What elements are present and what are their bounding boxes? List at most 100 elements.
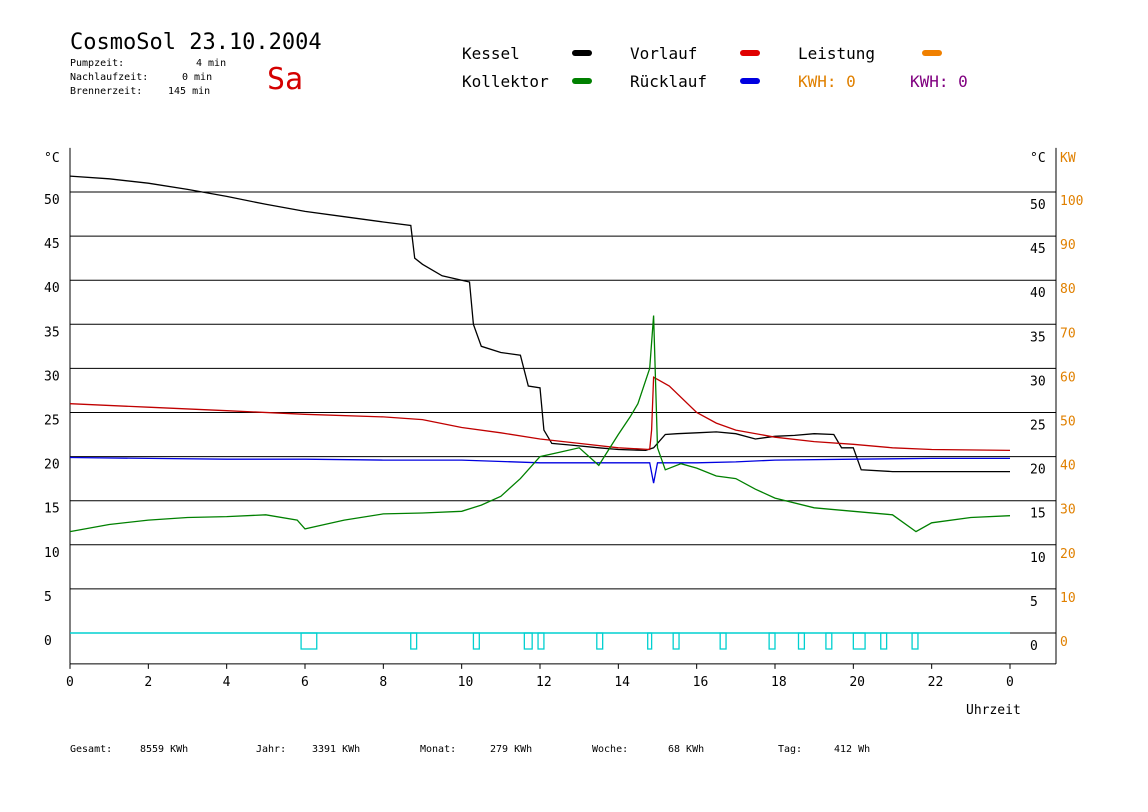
page-title: CosmoSol 23.10.2004	[70, 30, 322, 55]
pump-segment	[768, 632, 776, 650]
x-axis-label: Uhrzeit	[966, 703, 1021, 718]
kw-tick-label: 90	[1060, 238, 1076, 253]
y-tick-label-right: 50	[1030, 198, 1046, 213]
x-tick-label: 6	[301, 675, 309, 690]
pump-segment	[596, 632, 604, 650]
footer-value: 8559 KWh	[140, 744, 189, 755]
y-tick-label-left: 30	[44, 369, 60, 384]
legend-swatch-ruecklauf	[740, 78, 760, 84]
stat-value: 4 min	[196, 58, 227, 69]
footer-value: 3391 KWh	[312, 744, 361, 755]
y-tick-label-left: 50	[44, 193, 60, 208]
x-tick-label: 8	[379, 675, 387, 690]
legend-swatch-kollektor	[572, 78, 592, 84]
y-tick-label-right: 10	[1030, 551, 1046, 566]
footer-label: Gesamt:	[70, 744, 113, 755]
y-tick-label-right: 20	[1030, 463, 1046, 478]
stat-label: Pumpzeit:	[70, 58, 125, 69]
kw-tick-label: 60	[1060, 370, 1076, 385]
x-tick-label: 14	[614, 675, 630, 690]
footer-value: 279 KWh	[490, 744, 533, 755]
x-tick-label: 4	[223, 675, 231, 690]
series-line-ruecklauf	[69, 456, 1010, 484]
kw-tick-label: 40	[1060, 459, 1076, 474]
series-line-vorlauf	[69, 376, 1011, 452]
pump-segment	[647, 632, 653, 650]
y-tick-label-right: 25	[1030, 419, 1046, 434]
x-tick-label: 12	[536, 675, 552, 690]
stat-value: 145 min	[168, 86, 211, 97]
legend-swatch-leistung	[922, 50, 942, 56]
footer-label: Monat:	[420, 744, 457, 755]
pump-segment	[911, 632, 919, 650]
kw-tick-label: 80	[1060, 282, 1076, 297]
y-tick-label-right: 0	[1030, 639, 1038, 654]
y-tick-label-right: 15	[1030, 507, 1046, 522]
y-tick-label-left: 15	[44, 502, 60, 517]
legend-label-ruecklauf: Rücklauf	[630, 72, 708, 91]
y-tick-label-right: 5	[1030, 595, 1038, 610]
kw-tick-label: 50	[1060, 415, 1076, 430]
pump-segment	[852, 632, 866, 650]
y-tick-label-left: 35	[44, 325, 60, 340]
kw-tick-label: 70	[1060, 326, 1076, 341]
y-tick-label-right: 45	[1030, 242, 1046, 257]
series-line-kessel	[69, 175, 1010, 473]
pump-segment	[825, 632, 833, 650]
day-label: Sa	[267, 62, 304, 97]
y-axis-label-right: °C	[1030, 151, 1046, 166]
y-tick-label-right: 30	[1030, 374, 1046, 389]
x-tick-label: 0	[66, 675, 74, 690]
kw-tick-label: 30	[1060, 503, 1076, 518]
x-tick-label: 2	[144, 675, 152, 690]
legend-label-vorlauf: Vorlauf	[630, 44, 698, 63]
kw-tick-label: 20	[1060, 547, 1076, 562]
y-tick-label-left: 40	[44, 281, 60, 296]
pump-segment	[719, 632, 727, 650]
kw-tick-label: 10	[1060, 591, 1076, 606]
x-tick-label: 0	[1006, 675, 1014, 690]
legend-label-kollektor: Kollektor	[462, 72, 549, 91]
y-tick-label-left: 25	[44, 414, 60, 429]
y-axis-label-left: °C	[44, 151, 60, 166]
pump-segment	[797, 632, 806, 650]
pump-segment	[672, 632, 680, 650]
y-tick-label-left: 45	[44, 237, 60, 252]
kw-tick-label: 0	[1060, 635, 1068, 650]
footer-label: Woche:	[592, 744, 629, 755]
x-tick-label: 22	[928, 675, 944, 690]
footer-label: Tag:	[778, 744, 803, 755]
footer-value: 412 Wh	[834, 744, 871, 755]
pump-segment	[472, 632, 480, 650]
x-tick-label: 10	[458, 675, 474, 690]
y-tick-label-left: 10	[44, 546, 60, 561]
pump-segment	[300, 632, 318, 650]
footer-value: 68 KWh	[668, 744, 705, 755]
y-tick-label-left: 0	[44, 634, 52, 649]
series-line-kollektor	[69, 315, 1011, 533]
legend-label-kessel: Kessel	[462, 44, 520, 63]
y-axis-label-kw: KW	[1060, 151, 1076, 166]
footer-label: Jahr:	[256, 744, 287, 755]
y-tick-label-right: 35	[1030, 330, 1046, 345]
kw-tick-label: 100	[1060, 194, 1083, 209]
legend-label-leistung: Leistung	[798, 44, 876, 63]
stat-label: Nachlaufzeit:	[70, 72, 149, 83]
legend-kwh-2: KWH: 0	[910, 72, 968, 91]
x-tick-label: 20	[849, 675, 865, 690]
y-tick-label-left: 20	[44, 458, 60, 473]
stat-label: Brennerzeit:	[70, 86, 143, 97]
pump-segment	[880, 632, 888, 650]
pump-segment	[523, 632, 533, 650]
x-tick-label: 18	[771, 675, 787, 690]
stat-value: 0 min	[182, 72, 213, 83]
pump-segment	[410, 632, 418, 650]
x-tick-label: 16	[693, 675, 709, 690]
y-tick-label-right: 40	[1030, 286, 1046, 301]
legend-kwh-1: KWH: 0	[798, 72, 856, 91]
pump-segment	[537, 632, 545, 650]
y-tick-label-left: 5	[44, 590, 52, 605]
legend-swatch-kessel	[572, 50, 592, 56]
legend-swatch-vorlauf	[740, 50, 760, 56]
